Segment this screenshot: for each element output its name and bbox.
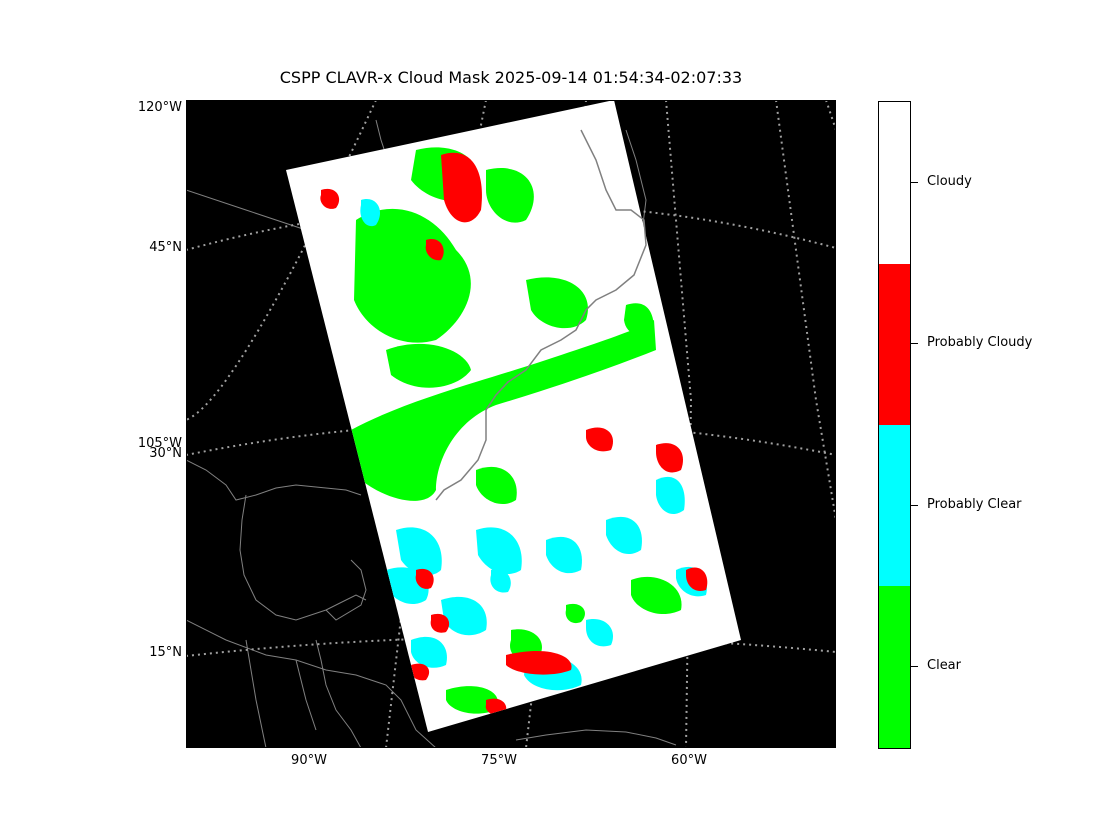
map-title: CSPP CLAVR-x Cloud Mask 2025-09-14 01:54… (279, 68, 743, 87)
bottom-label-75w: 75°W (481, 753, 517, 768)
colorbar-clear (879, 586, 910, 748)
legend-label-probably-clear: Probably Clear (927, 497, 1022, 512)
bottom-label-60w: 60°W (671, 753, 707, 768)
colorbar-tick-clear (911, 666, 918, 667)
left-label-15n: 15°N (149, 645, 182, 660)
map-canvas (186, 100, 836, 748)
colorbar-tick-cloudy (911, 182, 918, 183)
colorbar-cloudy (879, 102, 910, 264)
swath-coastlines (435, 129, 647, 501)
left-label-105w: 105°W (137, 436, 182, 451)
coastlines (186, 119, 677, 748)
colorbar-probably-clear (879, 425, 910, 586)
colorbar (878, 101, 911, 749)
cloud-mask-map[interactable] (186, 100, 836, 748)
colorbar-tick-probably-clear (911, 505, 918, 506)
left-label-45n: 45°N (149, 240, 182, 255)
legend-label-clear: Clear (927, 658, 961, 673)
bottom-label-90w: 90°W (291, 753, 327, 768)
colorbar-tick-probably-cloudy (911, 343, 918, 344)
legend-label-probably-cloudy: Probably Cloudy (927, 335, 1033, 350)
left-label-120w: 120°W (137, 100, 182, 115)
legend-label-cloudy: Cloudy (927, 174, 972, 189)
left-label-30n: 30°N (149, 446, 182, 461)
cloud-mask-pixels (320, 147, 708, 716)
colorbar-probably-cloudy (879, 264, 910, 425)
